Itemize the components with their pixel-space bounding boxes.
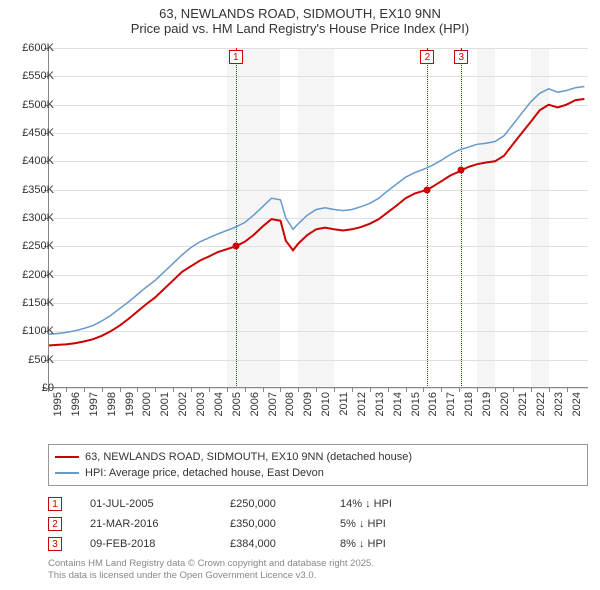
sale-price: £250,000 [230, 498, 340, 510]
x-axis-tick-label: 2000 [141, 392, 153, 416]
x-axis-tick-label: 2009 [302, 392, 314, 416]
y-axis-tick-label: £250K [22, 240, 54, 252]
x-axis-tick-label: 2013 [374, 392, 386, 416]
sale-pct: 5% ↓ HPI [340, 518, 460, 530]
x-axis-tick-label: 2024 [571, 392, 583, 416]
x-axis-tick-label: 2008 [284, 392, 296, 416]
y-axis-tick-label: £400K [22, 155, 54, 167]
title-line-1: 63, NEWLANDS ROAD, SIDMOUTH, EX10 9NN [0, 6, 600, 21]
y-axis-tick-label: £200K [22, 269, 54, 281]
x-axis-tick-label: 1997 [88, 392, 100, 416]
y-axis-tick-label: £100K [22, 325, 54, 337]
x-axis-tick-label: 2004 [213, 392, 225, 416]
x-axis-tick-label: 1996 [70, 392, 82, 416]
x-axis-tick-label: 1999 [124, 392, 136, 416]
x-axis-tick-label: 2010 [320, 392, 332, 416]
sale-date: 09-FEB-2018 [90, 538, 230, 550]
title-line-2: Price paid vs. HM Land Registry's House … [0, 21, 600, 36]
sale-dot [458, 167, 465, 174]
sale-dot [424, 186, 431, 193]
sale-price: £350,000 [230, 518, 340, 530]
sale-date: 01-JUL-2005 [90, 498, 230, 510]
x-axis-tick-label: 2003 [195, 392, 207, 416]
sale-row: 3 09-FEB-2018 £384,000 8% ↓ HPI [48, 534, 588, 554]
sale-price: £384,000 [230, 538, 340, 550]
x-axis-tick-label: 2021 [517, 392, 529, 416]
x-axis-tick-label: 2012 [356, 392, 368, 416]
x-axis-tick-label: 2017 [445, 392, 457, 416]
y-axis-tick-label: £450K [22, 127, 54, 139]
x-axis-tick-label: 2001 [159, 392, 171, 416]
footer-line-1: Contains HM Land Registry data © Crown c… [48, 558, 588, 570]
x-axis-tick-label: 2005 [231, 392, 243, 416]
legend-swatch [55, 472, 79, 474]
x-axis-tick-label: 2016 [427, 392, 439, 416]
x-axis-tick-label: 1995 [52, 392, 64, 416]
legend-swatch [55, 456, 79, 458]
x-axis-tick-label: 2011 [338, 392, 350, 416]
sales-table: 1 01-JUL-2005 £250,000 14% ↓ HPI 2 21-MA… [48, 494, 588, 554]
sale-marker: 1 [48, 497, 62, 511]
x-axis-tick-label: 2020 [499, 392, 511, 416]
y-axis-tick-label: £600K [22, 42, 54, 54]
x-axis-tick-label: 2007 [267, 392, 279, 416]
y-axis-tick-label: £50K [28, 354, 54, 366]
x-axis-tick-label: 2018 [463, 392, 475, 416]
legend-label: HPI: Average price, detached house, East… [85, 467, 324, 479]
legend-label: 63, NEWLANDS ROAD, SIDMOUTH, EX10 9NN (d… [85, 451, 412, 463]
legend: 63, NEWLANDS ROAD, SIDMOUTH, EX10 9NN (d… [48, 444, 588, 486]
legend-item: 63, NEWLANDS ROAD, SIDMOUTH, EX10 9NN (d… [55, 449, 581, 465]
sale-row: 1 01-JUL-2005 £250,000 14% ↓ HPI [48, 494, 588, 514]
sale-date: 21-MAR-2016 [90, 518, 230, 530]
y-axis-tick-label: £350K [22, 184, 54, 196]
y-axis-tick-label: £300K [22, 212, 54, 224]
chart-plot-area: 123 [48, 48, 588, 388]
x-axis-tick-label: 2014 [392, 392, 404, 416]
x-axis-tick-label: 2019 [481, 392, 493, 416]
sale-row: 2 21-MAR-2016 £350,000 5% ↓ HPI [48, 514, 588, 534]
sale-pct: 14% ↓ HPI [340, 498, 460, 510]
sale-marker: 3 [48, 537, 62, 551]
sale-pct: 8% ↓ HPI [340, 538, 460, 550]
x-axis-tick-label: 2006 [249, 392, 261, 416]
footer-line-2: This data is licensed under the Open Gov… [48, 570, 588, 582]
x-axis-tick-label: 2023 [553, 392, 565, 416]
chart-title: 63, NEWLANDS ROAD, SIDMOUTH, EX10 9NN Pr… [0, 0, 600, 36]
series-hpi [48, 87, 584, 335]
footer-attribution: Contains HM Land Registry data © Crown c… [48, 558, 588, 582]
sale-dot [232, 243, 239, 250]
y-axis-tick-label: £150K [22, 297, 54, 309]
sale-marker: 2 [48, 517, 62, 531]
x-axis-tick-label: 2002 [177, 392, 189, 416]
y-axis-tick-label: £550K [22, 70, 54, 82]
x-axis-tick-label: 2022 [535, 392, 547, 416]
legend-item: HPI: Average price, detached house, East… [55, 465, 581, 481]
x-axis-tick-label: 1998 [106, 392, 118, 416]
x-axis-tick-label: 2015 [410, 392, 422, 416]
y-axis-tick-label: £500K [22, 99, 54, 111]
